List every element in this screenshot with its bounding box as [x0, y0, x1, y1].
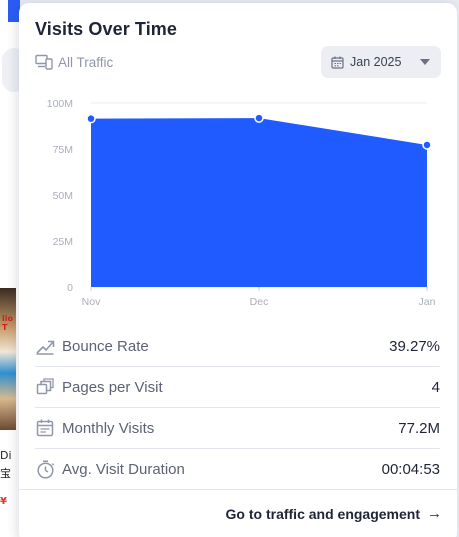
pages-icon — [35, 377, 55, 397]
arrow-right-icon: → — [427, 505, 442, 522]
data-point — [86, 113, 96, 124]
card-divider — [19, 489, 457, 490]
metrics-list: Bounce Rate 39.27% Pages per Visit 4 — [35, 326, 440, 490]
calendar-icon — [331, 56, 344, 69]
metric-row-bounce-rate: Bounce Rate 39.27% — [35, 326, 440, 367]
data-point — [422, 140, 432, 150]
trend-icon — [35, 336, 55, 356]
devices-icon — [35, 54, 53, 70]
cta-label: Go to traffic and engagement — [225, 505, 420, 522]
y-tick-label: 50M — [53, 190, 73, 202]
x-tick-label: Nov — [82, 296, 101, 308]
metric-value: 00:04:53 — [381, 461, 440, 478]
background-price: ¥ — [0, 496, 7, 507]
visits-card: Visits Over Time All Traffic Jan 2025 0 2… — [19, 3, 457, 537]
background-text: 宝 — [0, 467, 11, 480]
chevron-down-icon — [420, 59, 430, 65]
calendar-icon — [35, 418, 55, 438]
background-accent — [8, 0, 20, 22]
y-tick-label: 100M — [47, 98, 73, 110]
metric-label: Pages per Visit — [62, 378, 163, 396]
date-select[interactable]: Jan 2025 — [321, 46, 441, 78]
x-tick-label: Dec — [250, 296, 269, 308]
metric-label: Avg. Visit Duration — [62, 461, 185, 478]
date-select-value: Jan 2025 — [350, 55, 402, 69]
metric-value: 77.2M — [398, 419, 440, 437]
y-tick-label: 0 — [67, 282, 73, 294]
y-tick-label: 75M — [53, 144, 73, 156]
y-tick-label: 25M — [53, 236, 73, 248]
metric-row-monthly-visits: Monthly Visits 77.2M — [35, 408, 440, 449]
visits-chart: 0 25M 50M 75M 100M Nov Dec Jan — [47, 98, 436, 308]
traffic-filter-label: All Traffic — [58, 54, 114, 70]
card-title: Visits Over Time — [35, 19, 178, 39]
x-tick-label: Jan — [419, 296, 436, 308]
thumbnail-text: lio T — [2, 314, 13, 332]
metric-row-avg-visit-duration: Avg. Visit Duration 00:04:53 — [35, 449, 440, 490]
traffic-filter[interactable]: All Traffic — [35, 54, 113, 70]
timer-icon — [35, 460, 55, 480]
background-text: Di — [0, 449, 12, 462]
metric-value: 39.27% — [389, 337, 440, 355]
metric-row-pages-per-visit: Pages per Visit 4 — [35, 367, 440, 408]
metric-label: Monthly Visits — [62, 419, 155, 437]
background-thumbnail[interactable]: lio T — [0, 288, 16, 430]
data-point — [254, 113, 264, 123]
area-series — [91, 118, 427, 287]
traffic-engagement-link[interactable]: Go to traffic and engagement → — [226, 505, 442, 522]
metric-label: Bounce Rate — [62, 337, 149, 355]
metric-value: 4 — [431, 378, 440, 396]
